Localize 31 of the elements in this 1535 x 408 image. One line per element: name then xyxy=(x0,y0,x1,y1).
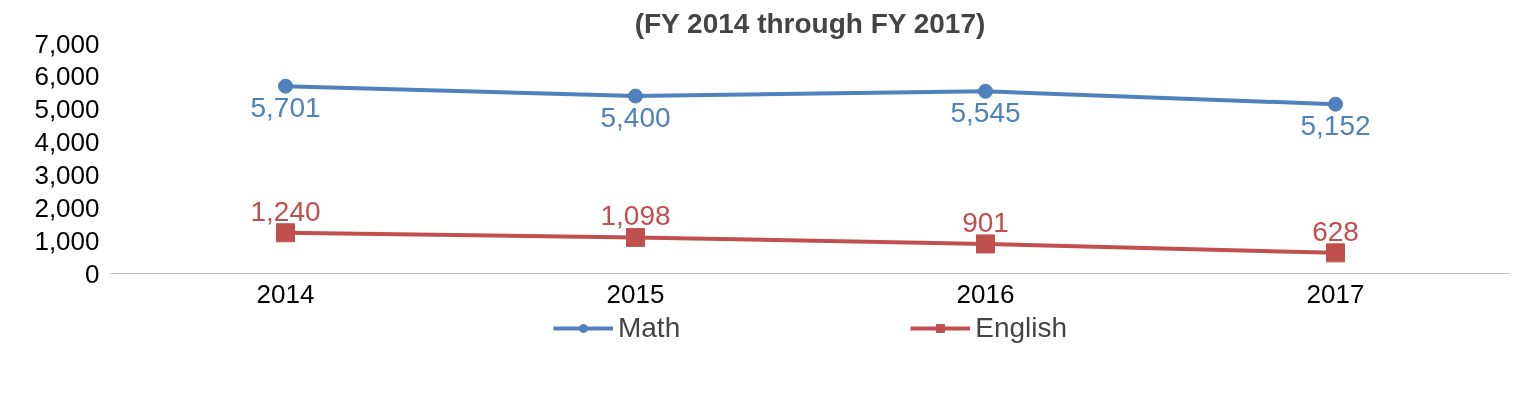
x-tick-label: 2015 xyxy=(606,278,665,309)
data-label: 1,240 xyxy=(250,195,321,227)
data-label: 5,152 xyxy=(1300,110,1371,142)
data-label: 5,545 xyxy=(950,97,1021,129)
point xyxy=(278,78,293,94)
point xyxy=(1326,243,1345,263)
y-tick-label: 4,000 xyxy=(34,127,100,158)
y-tick-label: 6,000 xyxy=(34,61,100,92)
y-tick-label: 5,000 xyxy=(34,94,100,125)
data-label: 5,400 xyxy=(600,102,671,134)
x-tick-label: 2017 xyxy=(1306,278,1365,309)
point xyxy=(628,88,643,104)
chart-title: (FY 2014 through FY 2017) xyxy=(634,7,986,39)
point xyxy=(1328,96,1343,112)
data-label: 628 xyxy=(1312,215,1359,247)
point xyxy=(978,83,993,99)
y-tick-label: 3,000 xyxy=(34,159,100,190)
y-tick-label: 2,000 xyxy=(34,192,100,223)
data-label: 901 xyxy=(962,206,1009,238)
data-label: 5,701 xyxy=(250,92,321,124)
x-tick-label: 2016 xyxy=(956,278,1015,309)
data-label: 1,098 xyxy=(600,200,671,232)
point xyxy=(276,223,295,243)
x-tick-label: 2014 xyxy=(256,278,315,309)
y-tick-label: 1,000 xyxy=(34,225,100,256)
legend-label: Math xyxy=(617,311,681,344)
y-tick-label: 7,000 xyxy=(34,28,100,59)
legend-label: English xyxy=(975,311,1068,344)
point xyxy=(976,234,995,254)
y-tick-label: 0 xyxy=(85,258,100,289)
point xyxy=(626,227,645,247)
